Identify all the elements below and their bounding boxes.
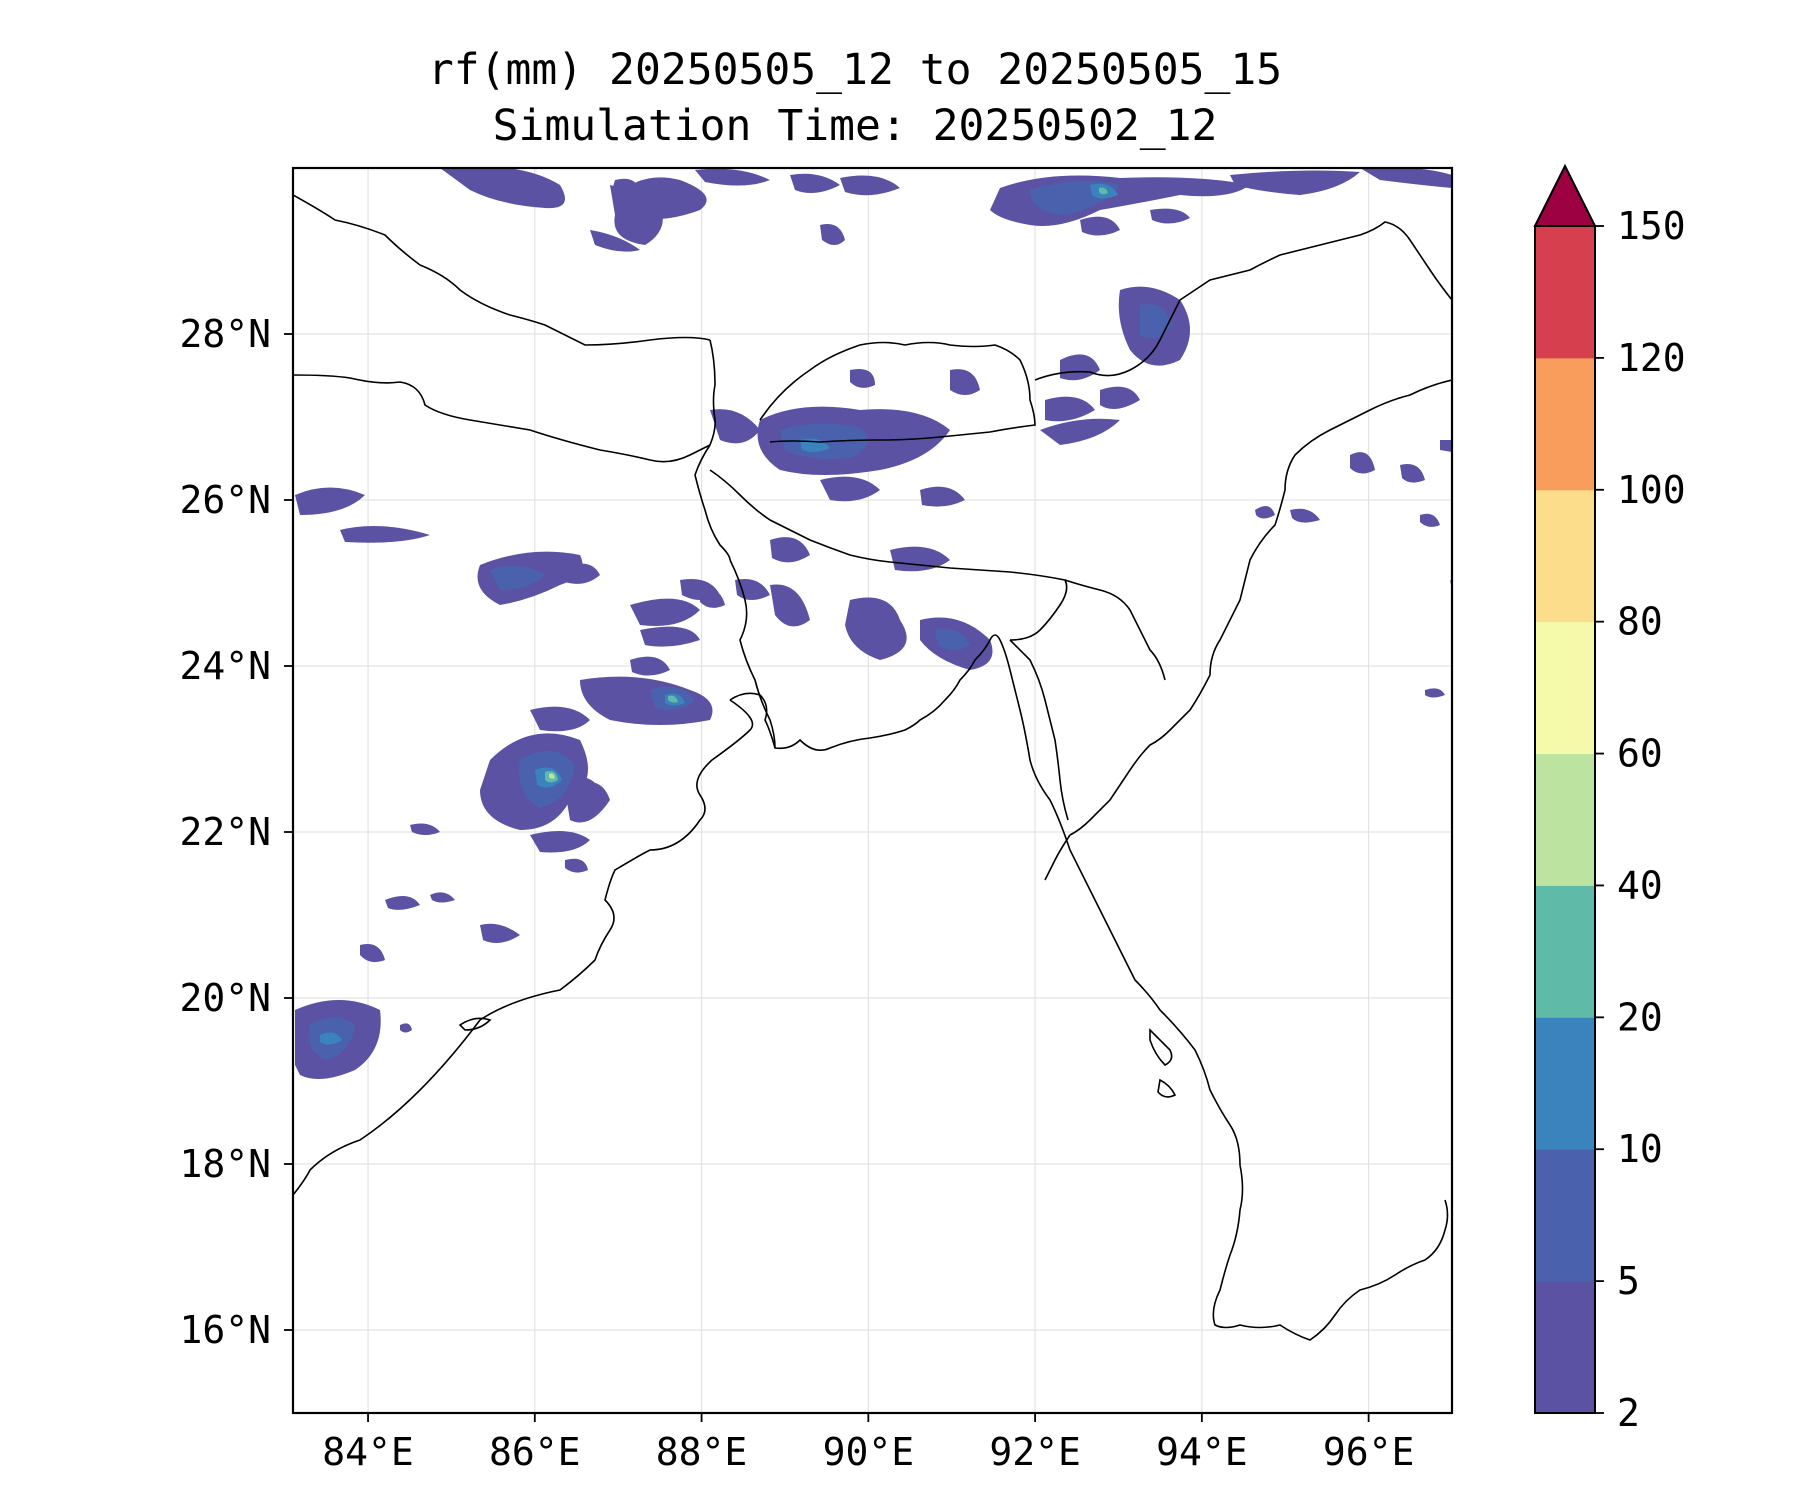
- myanmar-north-border: [1069, 379, 1452, 836]
- colorbar-tick-label: 20: [1617, 995, 1663, 1039]
- colorbar-tick-label: 80: [1617, 600, 1663, 644]
- coastlines-borders: [293, 194, 1452, 1341]
- colorbar-tick-label: 60: [1617, 732, 1663, 776]
- myanmar-coastline: [1009, 669, 1449, 1341]
- colorbar-segment: [1535, 357, 1595, 491]
- colorbar-segment: [1535, 885, 1595, 1018]
- map-frame: [291, 166, 1454, 1415]
- colorbar-segment: [1535, 1017, 1595, 1150]
- colorbar-tick-label: 40: [1617, 863, 1663, 907]
- india-east-coastline: [293, 699, 754, 1196]
- lon-tick-label: 92°E: [989, 1430, 1081, 1474]
- lon-tick-label: 86°E: [489, 1430, 581, 1474]
- colorbar-segment: [1535, 1149, 1595, 1282]
- lat-ticks: 16°N 18°N 20°N 22°N 24°N 26°N 28°N: [179, 312, 293, 1352]
- colorbar-segment: [1535, 753, 1595, 886]
- colorbar-tick-label: 10: [1617, 1127, 1663, 1171]
- lat-tick-label: 22°N: [179, 810, 271, 854]
- colorbar-tick-label: 5: [1617, 1259, 1640, 1303]
- lat-tick-label: 24°N: [179, 644, 271, 688]
- lon-tick-label: 94°E: [1156, 1430, 1248, 1474]
- nepal-border-south: [293, 374, 711, 463]
- india-northeast-border: [1034, 221, 1452, 381]
- meghalaya-border: [1064, 579, 1166, 681]
- colorbar-frame: [1534, 225, 1596, 1414]
- tripura-border: [1009, 639, 1069, 821]
- lat-tick-label: 18°N: [179, 1142, 271, 1186]
- colorbar-segment: [1535, 226, 1595, 359]
- colorbar-tick-label: 2: [1617, 1391, 1640, 1435]
- map-title: rf(mm) 20250505_12 to 20250505_15: [427, 45, 1283, 95]
- colorbar: 2 5 10 20 40 60 80 100 120 150: [1533, 163, 1686, 1435]
- colorbar-tick-label: 120: [1617, 336, 1686, 380]
- lon-tick-label: 96°E: [1323, 1430, 1415, 1474]
- lon-tick-label: 88°E: [656, 1430, 748, 1474]
- bangladesh-border-west: [729, 559, 776, 749]
- colorbar-segment: [1535, 1281, 1595, 1414]
- lat-tick-label: 16°N: [179, 1308, 271, 1352]
- map-area: [293, 168, 1452, 1413]
- sikkim-border: [709, 339, 716, 446]
- colorbar-tick-label: 100: [1617, 468, 1686, 512]
- bhutan-border: [759, 341, 1036, 443]
- bangladesh-coastline: [729, 634, 1011, 751]
- colorbar-segment: [1535, 489, 1595, 623]
- rainfall-contours: [295, 168, 1452, 1079]
- myanmar-islands: [1149, 1028, 1177, 1098]
- nepal-border-north: [293, 194, 711, 346]
- lon-ticks: 84°E 86°E 88°E 90°E 92°E 94°E 96°E: [322, 1413, 1414, 1474]
- colorbar-extend-arrow: [1533, 163, 1597, 227]
- colorbar-segment: [1535, 621, 1595, 755]
- lat-tick-label: 28°N: [179, 312, 271, 356]
- bengal-border: [694, 444, 731, 561]
- bangladesh-border-north: [709, 469, 1068, 641]
- rainfall-level-40-60: [549, 773, 555, 779]
- india-myanmar-border: [1044, 834, 1071, 881]
- colorbar-tick-label: 150: [1617, 204, 1686, 248]
- lon-tick-label: 90°E: [823, 1430, 915, 1474]
- odisha-coast-island: [458, 1017, 492, 1031]
- lat-tick-label: 26°N: [179, 478, 271, 522]
- lat-tick-label: 20°N: [179, 976, 271, 1020]
- lon-tick-label: 84°E: [322, 1430, 414, 1474]
- map-subtitle: Simulation Time: 20250502_12: [492, 101, 1218, 151]
- gridlines: [293, 168, 1452, 1413]
